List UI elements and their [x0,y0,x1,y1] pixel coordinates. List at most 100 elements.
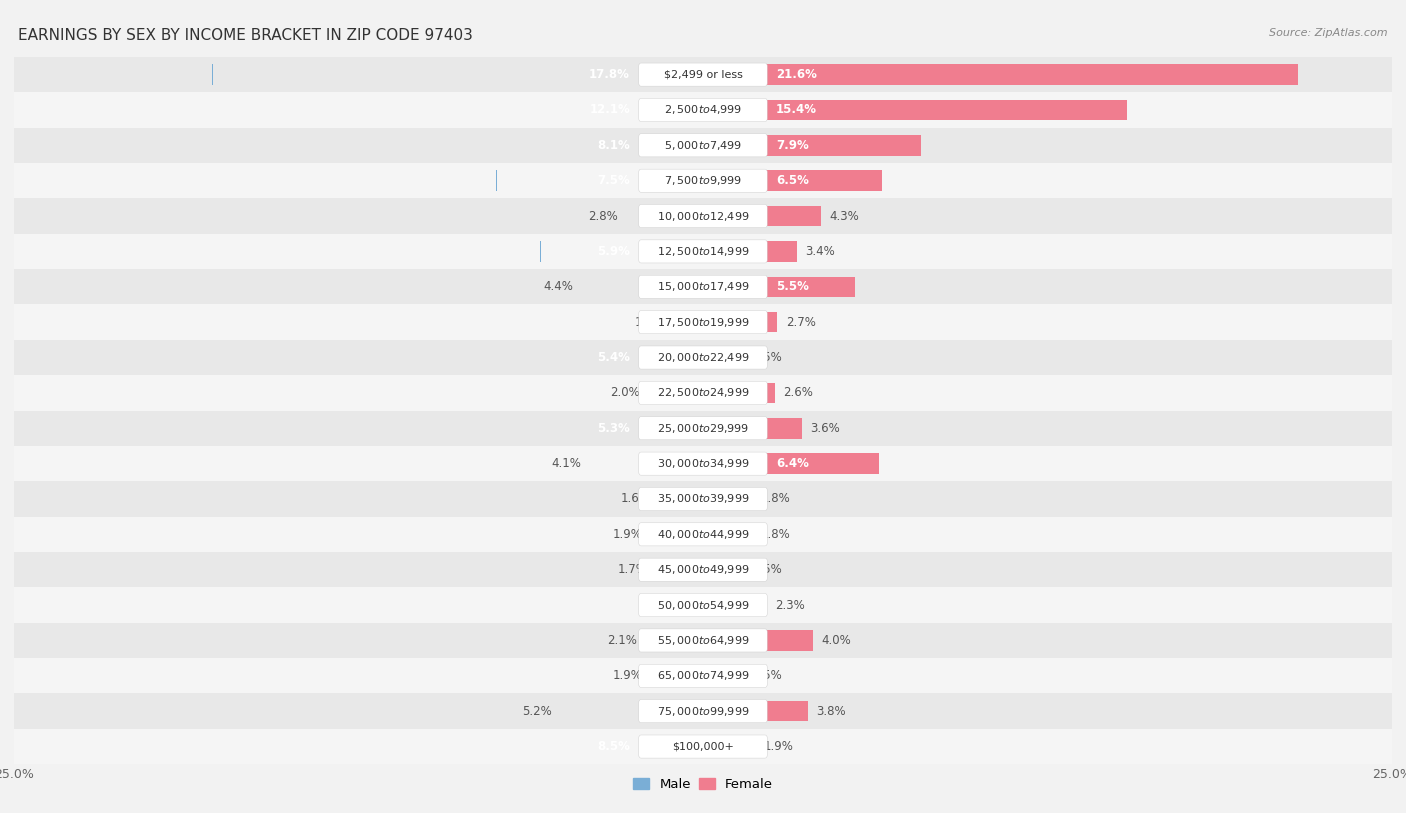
FancyBboxPatch shape [638,559,768,581]
Bar [641,666,651,686]
Text: 5.4%: 5.4% [598,351,630,364]
Text: 3.6%: 3.6% [810,422,841,435]
Text: 3.4%: 3.4% [806,245,835,258]
Text: $15,000 to $17,499: $15,000 to $17,499 [657,280,749,293]
Bar [14,198,1392,234]
Bar [765,701,807,721]
FancyBboxPatch shape [638,311,768,333]
Text: $25,000 to $29,999: $25,000 to $29,999 [657,422,749,435]
Bar [14,659,1392,693]
Bar [765,135,921,155]
FancyBboxPatch shape [638,700,768,723]
Bar [641,524,651,545]
Text: 1.9%: 1.9% [613,528,643,541]
Text: 1.6%: 1.6% [621,493,651,506]
Bar [765,241,797,262]
Text: $55,000 to $64,999: $55,000 to $64,999 [657,634,749,647]
Text: $45,000 to $49,999: $45,000 to $49,999 [657,563,749,576]
Text: 5.9%: 5.9% [598,245,630,258]
Text: 5.2%: 5.2% [522,705,551,718]
FancyBboxPatch shape [638,523,768,546]
Text: $40,000 to $44,999: $40,000 to $44,999 [657,528,749,541]
Bar [765,276,855,297]
Text: 1.8%: 1.8% [761,528,790,541]
Bar [14,693,1392,729]
Bar [765,383,775,403]
FancyBboxPatch shape [638,205,768,228]
Bar [14,517,1392,552]
Bar [14,623,1392,659]
Bar [765,630,813,650]
Text: 0.64%: 0.64% [640,598,678,611]
Bar [14,376,1392,411]
Text: $50,000 to $54,999: $50,000 to $54,999 [657,598,749,611]
Bar [641,312,672,333]
Bar [14,729,1392,764]
Text: 8.1%: 8.1% [598,139,630,152]
FancyBboxPatch shape [638,735,768,758]
Text: 1.5%: 1.5% [752,563,782,576]
Legend: Male, Female: Male, Female [627,773,779,797]
Text: 1.9%: 1.9% [763,740,793,753]
Text: 4.3%: 4.3% [830,210,859,223]
Text: $30,000 to $34,999: $30,000 to $34,999 [657,457,749,470]
Bar [14,128,1392,163]
Bar [765,206,821,226]
Bar [14,57,1392,92]
FancyBboxPatch shape [638,276,768,298]
Text: 1.5%: 1.5% [752,669,782,682]
Text: 4.4%: 4.4% [544,280,574,293]
FancyBboxPatch shape [638,169,768,192]
Text: 1.9%: 1.9% [613,669,643,682]
Text: $17,500 to $19,999: $17,500 to $19,999 [657,315,749,328]
FancyBboxPatch shape [638,452,768,475]
Text: 1.1%: 1.1% [634,315,665,328]
Text: 17.8%: 17.8% [589,68,630,81]
FancyBboxPatch shape [638,98,768,121]
Bar [14,92,1392,128]
Text: 7.5%: 7.5% [598,174,630,187]
Bar [14,481,1392,517]
Text: $2,499 or less: $2,499 or less [664,70,742,80]
Text: 8.5%: 8.5% [598,740,630,753]
Text: 2.0%: 2.0% [610,386,640,399]
Text: Source: ZipAtlas.com: Source: ZipAtlas.com [1270,28,1388,38]
Text: $10,000 to $12,499: $10,000 to $12,499 [657,210,749,223]
FancyBboxPatch shape [638,593,768,616]
FancyBboxPatch shape [638,629,768,652]
Bar [14,552,1392,587]
Bar [765,64,1298,85]
Text: 15.4%: 15.4% [776,103,817,116]
Text: $22,500 to $24,999: $22,500 to $24,999 [657,386,749,399]
Text: 6.5%: 6.5% [776,174,808,187]
Text: 2.3%: 2.3% [775,598,804,611]
Bar [765,454,879,474]
FancyBboxPatch shape [638,381,768,404]
Text: $7,500 to $9,999: $7,500 to $9,999 [664,174,742,187]
Bar [641,383,648,403]
Text: 1.8%: 1.8% [761,493,790,506]
Text: $100,000+: $100,000+ [672,741,734,751]
Bar [641,489,659,509]
FancyBboxPatch shape [638,488,768,511]
FancyBboxPatch shape [638,134,768,157]
Bar [14,411,1392,446]
Text: 2.6%: 2.6% [783,386,813,399]
FancyBboxPatch shape [638,417,768,440]
Text: 4.1%: 4.1% [553,457,582,470]
Text: $5,000 to $7,499: $5,000 to $7,499 [664,139,742,152]
Text: 1.7%: 1.7% [619,563,648,576]
Text: $65,000 to $74,999: $65,000 to $74,999 [657,669,749,682]
FancyBboxPatch shape [638,664,768,687]
Bar [14,269,1392,304]
Text: $35,000 to $39,999: $35,000 to $39,999 [657,493,749,506]
Text: $20,000 to $22,499: $20,000 to $22,499 [657,351,749,364]
Bar [14,233,1392,269]
Text: 5.3%: 5.3% [598,422,630,435]
Text: 2.7%: 2.7% [786,315,815,328]
Text: $2,500 to $4,999: $2,500 to $4,999 [664,103,742,116]
Bar [765,100,1128,120]
Bar [765,418,803,438]
Bar [14,587,1392,623]
FancyBboxPatch shape [638,346,768,369]
